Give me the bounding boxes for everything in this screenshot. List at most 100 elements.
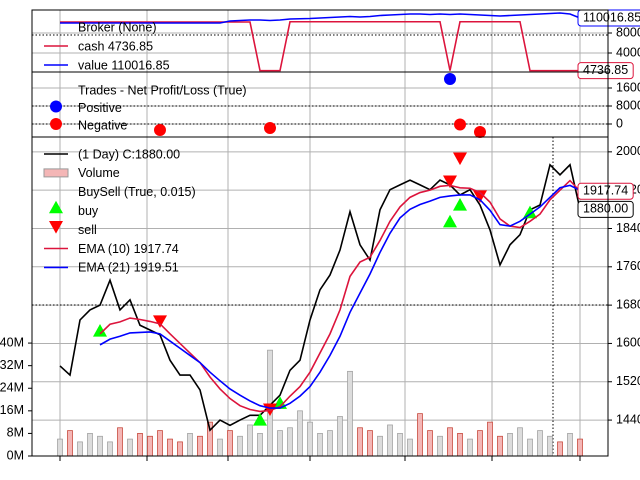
up-marker bbox=[453, 198, 467, 211]
trade-dot bbox=[264, 122, 276, 135]
volume-bar bbox=[247, 424, 253, 457]
volume-bar bbox=[567, 433, 573, 457]
legend-label: EMA (21) 1919.51 bbox=[78, 261, 179, 275]
legend-label: buy bbox=[78, 204, 99, 218]
volume-bar bbox=[537, 430, 543, 457]
volume-bar bbox=[527, 438, 533, 457]
legend-swatch bbox=[49, 221, 63, 234]
y-tick-label: 0 bbox=[616, 116, 623, 130]
volume-bar bbox=[97, 435, 103, 457]
legend-label: Negative bbox=[78, 118, 127, 132]
line bbox=[60, 20, 580, 72]
line bbox=[59, 163, 581, 432]
volume-bar bbox=[137, 433, 143, 457]
volume-bar bbox=[187, 433, 193, 457]
volume-bar bbox=[437, 435, 443, 457]
legend-title: Trades - Net Profit/Loss (True) bbox=[78, 83, 247, 97]
legend-label: cash 4736.85 bbox=[78, 39, 153, 53]
y-tick-label: 1760 bbox=[616, 259, 640, 273]
volume-bar bbox=[427, 430, 433, 457]
volume-bar bbox=[367, 430, 373, 457]
volume-bar bbox=[287, 427, 293, 457]
volume-bar bbox=[87, 433, 93, 457]
up-marker bbox=[93, 323, 107, 337]
volume-bar bbox=[217, 438, 223, 457]
volume-bar bbox=[577, 438, 583, 457]
line bbox=[60, 12, 581, 24]
volume-bar bbox=[497, 435, 503, 457]
y-tick-label: 1600 bbox=[616, 336, 640, 350]
trade-dot bbox=[454, 118, 466, 131]
y-tick-label: 1520 bbox=[616, 374, 640, 388]
value-box bbox=[577, 9, 640, 27]
volume-bar bbox=[107, 441, 113, 457]
volume-bar bbox=[357, 427, 363, 457]
legend-label: sell bbox=[78, 223, 97, 237]
y-tick-label: 16M bbox=[0, 403, 24, 417]
y-tick-label: 1680 bbox=[616, 297, 640, 311]
volume-bar bbox=[547, 435, 553, 457]
y-tick-label: 8M bbox=[7, 426, 24, 440]
down-marker bbox=[453, 152, 467, 166]
volume-bar bbox=[277, 430, 283, 457]
volume-bar bbox=[177, 441, 183, 457]
trade-dot bbox=[474, 126, 486, 139]
volume-bar bbox=[477, 430, 483, 457]
y-tick-label: 40000 bbox=[616, 45, 640, 59]
legend-label: (1 Day) C:1880.00 bbox=[78, 147, 180, 161]
volume-bar bbox=[407, 438, 413, 457]
y-tick-label: 8000 bbox=[616, 98, 640, 112]
volume-bar bbox=[377, 435, 383, 457]
legend-swatch bbox=[43, 168, 69, 178]
volume-bar bbox=[307, 421, 313, 457]
line bbox=[99, 184, 581, 409]
y-tick-label: 24M bbox=[0, 381, 24, 395]
legend-swatch bbox=[49, 200, 63, 214]
legend-label: Positive bbox=[78, 101, 122, 115]
up-marker bbox=[443, 214, 457, 228]
volume-bar bbox=[237, 435, 243, 457]
line bbox=[99, 179, 581, 413]
y-tick-label: 32M bbox=[0, 358, 24, 372]
volume-bar bbox=[157, 430, 163, 457]
legend-swatch bbox=[50, 118, 62, 130]
down-marker bbox=[443, 175, 457, 189]
value-box-label: 4736.85 bbox=[583, 63, 628, 77]
volume-bar bbox=[337, 416, 343, 457]
legend-swatch bbox=[50, 100, 62, 113]
trade-dot bbox=[444, 72, 456, 85]
volume-bar bbox=[487, 421, 493, 457]
volume-bar bbox=[317, 433, 323, 457]
volume-bar bbox=[397, 433, 403, 457]
legend-label: value 110016.85 bbox=[78, 58, 170, 72]
volume-bar bbox=[327, 430, 333, 457]
volume-bar bbox=[467, 438, 473, 457]
y-tick-label: 40M bbox=[0, 335, 24, 349]
volume-bar bbox=[167, 438, 173, 457]
value-box-label: 1880.00 bbox=[583, 202, 628, 216]
legend-title: BuySell (True, 0.015) bbox=[78, 185, 196, 199]
volume-bar bbox=[417, 413, 423, 457]
volume-bar bbox=[257, 433, 263, 457]
y-tick-label: 80000 bbox=[616, 25, 640, 39]
volume-bar bbox=[447, 427, 453, 457]
y-tick-label: 1840 bbox=[616, 221, 640, 235]
volume-bar bbox=[57, 438, 63, 457]
y-tick-label: 0M bbox=[7, 448, 24, 462]
volume-bar bbox=[557, 441, 563, 457]
up-marker bbox=[523, 205, 537, 219]
volume-bar bbox=[147, 435, 153, 457]
volume-bar bbox=[297, 410, 303, 457]
up-marker bbox=[253, 413, 267, 426]
volume-bar bbox=[227, 430, 233, 457]
volume-bar bbox=[197, 435, 203, 457]
value-box bbox=[577, 200, 634, 218]
value-box bbox=[577, 62, 634, 80]
volume-bar bbox=[457, 433, 463, 457]
value-box-label: 110016.85 bbox=[583, 10, 640, 24]
trade-dot bbox=[154, 124, 166, 137]
volume-bar bbox=[117, 427, 123, 457]
volume-bar bbox=[347, 370, 353, 457]
